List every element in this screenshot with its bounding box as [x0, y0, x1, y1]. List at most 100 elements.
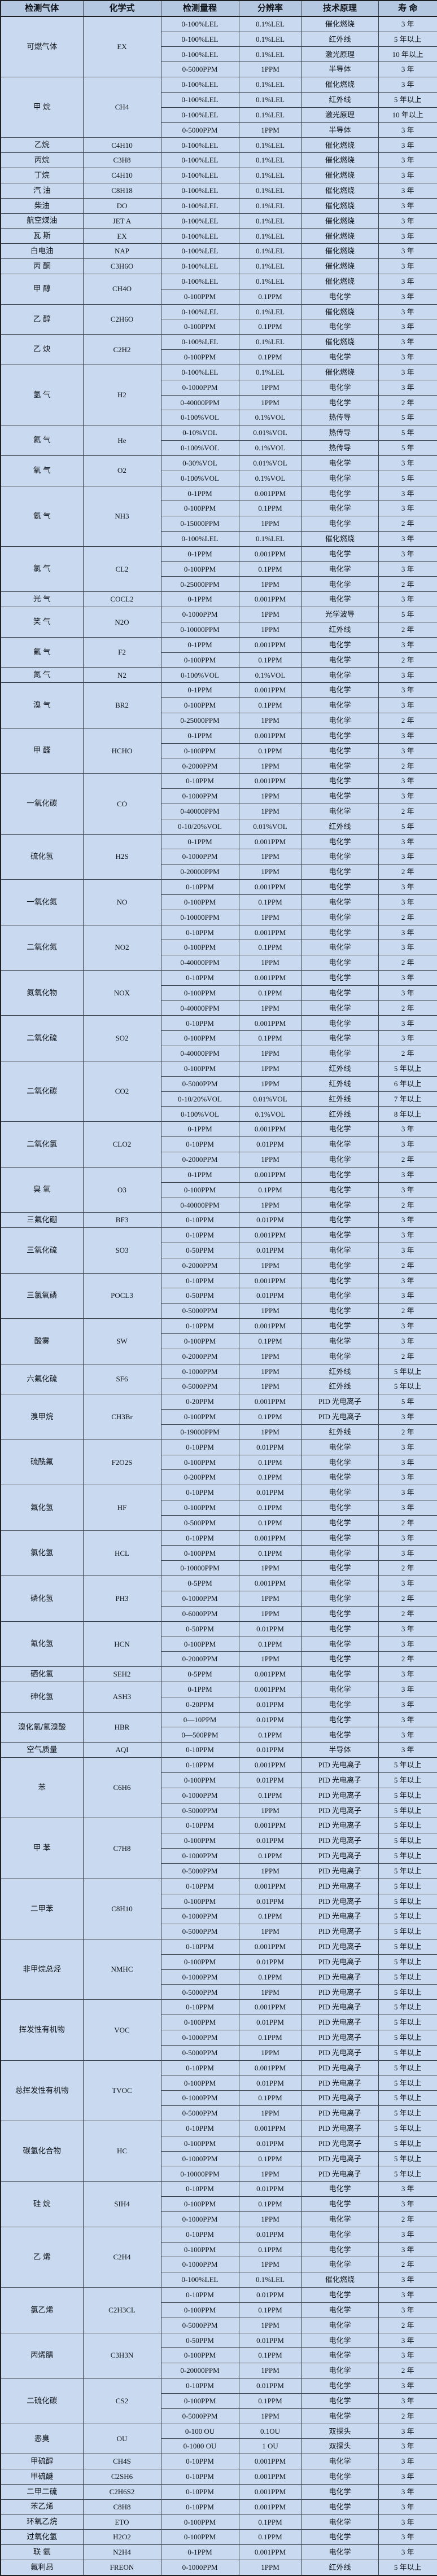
range-cell: 0-5000PPM [160, 2044, 239, 2061]
range-cell: 0-10PPM [160, 1485, 239, 1500]
principle-cell: 电化学 [301, 1046, 379, 1061]
lifetime-cell: 3 年 [378, 1485, 437, 1500]
resolution-cell: 1PPM [238, 1000, 302, 1016]
resolution-cell: 0.001PPM [238, 2483, 302, 2500]
resolution-cell: 0.001PPM [238, 1166, 302, 1183]
gas-name-cell: 丙 酮 [0, 258, 84, 274]
table-row: 环氧乙烷 ETO 0-100PPM 0.1PPM 电化学 3 年 [0, 2514, 437, 2530]
resolution-cell: 0.001PPM [238, 1394, 302, 1410]
principle-cell: 催化燃烧 [301, 152, 379, 169]
range-cell: 0-100PPM [160, 743, 239, 759]
table-row: 甲 醛 HCHO 0-1PPM 0.001PPM 电化学 3 年 [0, 727, 437, 774]
lifetime-cell: 3 年 [378, 2332, 437, 2349]
formula-cell: SO2 [82, 1015, 161, 1061]
formula-cell: EX [82, 16, 161, 78]
resolution-cell: 0.01PPM [238, 1485, 302, 1500]
lifetime-cell: 2 年 [378, 955, 437, 971]
lifetime-cell: 2 年 [378, 864, 437, 880]
principle-cell: 电化学 [301, 773, 379, 789]
resolution-cell: 0.001PPM [238, 1227, 302, 1243]
principle-cell: 红外线 [301, 1076, 379, 1092]
range-cell: 0-100PPM [160, 1833, 239, 1849]
resolution-cell: 0.1PPM [238, 1545, 302, 1561]
range-cell: 0-1000PPM [160, 788, 239, 804]
table-row: 0-100%LEL 0.1%LEL 激光原理 10 年以上 [1, 107, 437, 123]
resolution-cell: 1PPM [238, 1924, 302, 1939]
gas-name-cell: 三氯氧磷 [0, 1272, 84, 1319]
resolution-cell: 1PPM [238, 1590, 302, 1607]
table-row: 溴甲烷 CH3Br 0-20PPM 0.001PPM PID 光电离子 5 年 [0, 1394, 437, 1440]
range-cell: 0-10PPM [160, 1878, 239, 1894]
table-row: 0-100PPM 0.1PPM 电化学 3 年 [1, 561, 437, 577]
gas-name-cell: 氟化氢 [0, 1485, 84, 1531]
principle-cell: 双探头 [301, 2423, 379, 2439]
range-cell: 0-19000PPM [160, 1424, 239, 1440]
range-cell: 0-5000PPM [160, 1076, 239, 1092]
principle-cell: 半导体 [301, 62, 379, 78]
range-cell: 0-100%LEL [160, 107, 239, 123]
range-cell: 0-1000PPM [160, 2151, 239, 2167]
principle-cell: 电化学 [301, 2378, 379, 2394]
resolution-cell: 1PPM [238, 1984, 302, 2000]
table-row: 0-100PPM 0.1PPM 电化学 3 年 [1, 1499, 437, 1516]
table-row: 丁烷 C4H10 0-100%LEL 0.1%LEL 催化燃烧 3 年 [0, 168, 437, 183]
principle-cell: 电化学 [301, 1681, 379, 1697]
lifetime-cell: 5 年以上 [378, 2166, 437, 2182]
table-row: 0-20000PPM 1PPM 电化学 2 年 [1, 864, 437, 880]
range-cell: 0-100%VOL [160, 470, 239, 486]
range-cell: 0-100%LEL [160, 152, 239, 169]
resolution-cell: 0.01PPM [238, 2015, 302, 2030]
gas-name-cell: 恶臭 [0, 2423, 84, 2455]
table-row: 0-40000PPM 1PPM 电化学 2 年 [1, 1046, 437, 1061]
table-row: 甲 烷 CH4 0-100%LEL 0.1%LEL 催化燃烧 3 年 [0, 77, 437, 138]
gas-name-cell: 磷化氢 [0, 1576, 84, 1622]
range-cell: 0-100PPM [160, 319, 239, 335]
gas-name-cell: 氮 气 [0, 667, 84, 683]
table-row: 0-1000PPM 0.1PPM PID 光电离子 5 年以上 [1, 1969, 437, 1985]
resolution-cell: 1PPM [238, 2211, 302, 2227]
lifetime-cell: 3 年 [378, 561, 437, 577]
principle-cell: 电化学 [301, 879, 379, 895]
range-cell: 0-100PPM [160, 2241, 239, 2258]
range-cell: 0-10PPM [160, 1530, 239, 1546]
principle-cell: PID 光电离子 [301, 1999, 379, 2016]
lifetime-cell: 2 年 [378, 1424, 437, 1440]
lifetime-cell: 2 年 [378, 1590, 437, 1607]
principle-cell: PID 光电离子 [301, 1969, 379, 1985]
resolution-cell: 0.1PPM [238, 2196, 302, 2212]
table-row: 0-100PPM 0.1PPM PID 光电离子 3 年 [1, 1409, 437, 1425]
principle-cell: 电化学 [301, 1651, 379, 1667]
principle-cell: 电化学 [301, 1182, 379, 1198]
resolution-cell: 0.01PPM [238, 1288, 302, 1304]
lifetime-cell: 3 年 [378, 122, 437, 138]
resolution-cell: 1PPM [238, 1060, 302, 1077]
resolution-cell: 1PPM [238, 2559, 302, 2576]
range-cell: 0-10PPM [160, 2181, 239, 2197]
resolution-cell: 0.1%VOL [238, 667, 302, 683]
principle-cell: 催化燃烧 [301, 213, 379, 229]
gas-name-cell: 联 氨 [0, 2544, 84, 2560]
table-row: 0-2000PPM 1PPM 电化学 2 年 [1, 1651, 437, 1667]
range-cell: 0-10PPM [160, 1439, 239, 1455]
table-row: 0-5000PPM 1PPM PID 光电离子 5 年以上 [1, 1984, 437, 2000]
range-cell: 0-1000PPM [160, 849, 239, 865]
lifetime-cell: 2 年 [378, 394, 437, 411]
lifetime-cell: 3 年 [378, 1696, 437, 1713]
lifetime-cell: 5 年以上 [378, 1999, 437, 2016]
formula-cell: C4H10 [82, 168, 161, 183]
table-row: 0-2000PPM 1PPM 电化学 2 年 [1, 1348, 437, 1364]
resolution-cell: 0.001PPM [238, 1939, 302, 1955]
principle-cell: PID 光电离子 [301, 1924, 379, 1939]
table-row: 0-100PPM 0.1PPM 电化学 3 年 [1, 2196, 437, 2212]
range-cell: 0-5000PPM [160, 2408, 239, 2424]
resolution-cell: 0.1PPM [238, 1333, 302, 1349]
lifetime-cell: 5 年以上 [378, 2135, 437, 2152]
lifetime-cell: 5 年以上 [378, 2015, 437, 2030]
lifetime-cell: 3 年 [378, 727, 437, 744]
range-cell: 0-100PPM [160, 894, 239, 910]
resolution-cell: 0.1PPM [238, 1469, 302, 1486]
formula-cell: COCL2 [82, 591, 161, 608]
range-cell: 0-100PPM [160, 1409, 239, 1425]
principle-cell: 电化学 [301, 2514, 379, 2530]
lifetime-cell: 3 年 [378, 849, 437, 865]
